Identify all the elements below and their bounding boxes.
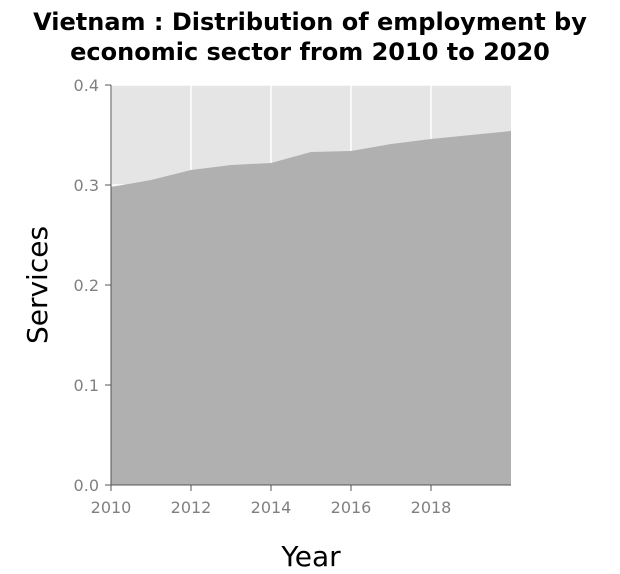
y-axis-label: Services (21, 226, 54, 344)
y-tick-label-0.1: 0.1 (74, 376, 99, 395)
y-tick-label-0.0: 0.0 (74, 476, 99, 495)
y-tick-label-0.2: 0.2 (74, 276, 99, 295)
x-axis-label: Year (280, 540, 341, 573)
x-tick-label-2010: 2010 (91, 498, 132, 517)
x-axis-ticks: 2010 2012 2014 2016 2018 (91, 485, 452, 517)
chart-title-line-2: economic sector from 2010 to 2020 (70, 38, 550, 66)
y-tick-label-0.3: 0.3 (74, 176, 99, 195)
services-area (111, 131, 511, 485)
chart-title-line-1: Vietnam : Distribution of employment by (33, 8, 587, 36)
y-tick-label-0.4: 0.4 (74, 76, 99, 95)
x-tick-label-2016: 2016 (331, 498, 372, 517)
x-tick-label-2014: 2014 (251, 498, 292, 517)
y-axis-ticks: 0.0 0.1 0.2 0.3 0.4 (74, 76, 111, 495)
x-tick-label-2012: 2012 (171, 498, 212, 517)
x-tick-label-2018: 2018 (411, 498, 452, 517)
